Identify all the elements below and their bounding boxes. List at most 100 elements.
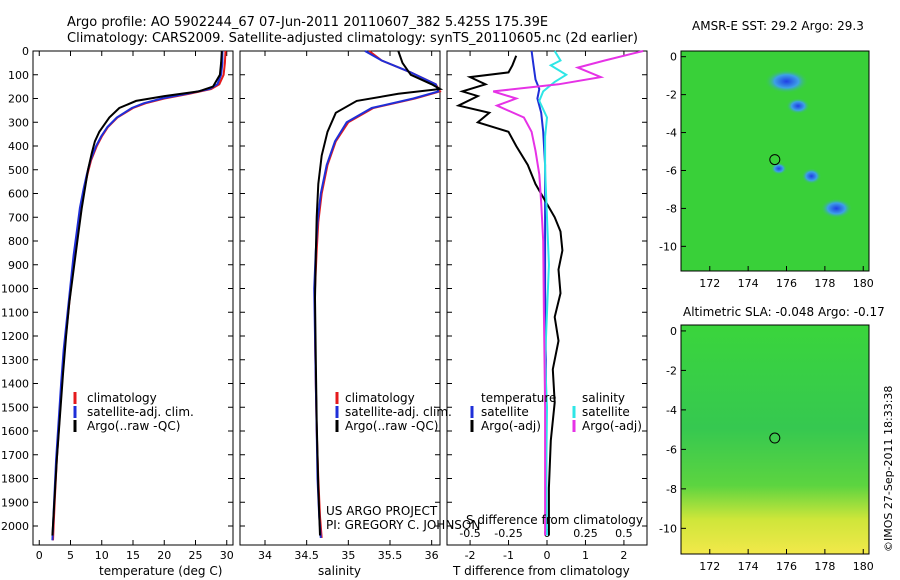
- y-tick-label: 1400: [1, 378, 29, 391]
- x-tick-label: 34: [258, 549, 272, 562]
- x-tick-label: 0: [36, 549, 43, 562]
- sla-field: [681, 325, 869, 554]
- s-tick-label: -0.5: [459, 527, 480, 540]
- map-y-tick-label: -4: [666, 127, 677, 140]
- legend-label-s-argo: Argo(-adj): [582, 419, 642, 433]
- map-x-tick-label: 174: [738, 560, 759, 573]
- map-y-tick-label: -2: [666, 89, 677, 102]
- legend-label-argo: Argo(..raw -QC): [87, 419, 180, 433]
- s-tick-label: 0.5: [615, 527, 633, 540]
- x-tick-label: 25: [189, 549, 203, 562]
- map-y-tick-label: -8: [666, 483, 677, 496]
- pi-credit: PI: GREGORY C. JOHNSON: [326, 518, 480, 532]
- y-tick-label: 500: [8, 164, 29, 177]
- temperature-panel: 0 5 10 15 20 25 300100200300400500600700800900…: [1, 45, 234, 562]
- title-line-2: Climatology: CARS2009. Satellite-adjuste…: [67, 31, 638, 46]
- x-tick-label: 2: [620, 549, 627, 562]
- legend-header-temperature: temperature: [481, 391, 556, 405]
- map-x-tick-label: 178: [814, 560, 835, 573]
- x-tick-label: 10: [95, 549, 109, 562]
- legend-label-t-argo: Argo(-adj): [481, 419, 541, 433]
- y-tick-label: 300: [8, 116, 29, 129]
- y-tick-label: 900: [8, 259, 29, 272]
- x-tick-label: -2: [465, 549, 476, 562]
- project-credit: US ARGO PROJECT: [326, 504, 438, 518]
- y-tick-label: 0: [22, 45, 29, 58]
- sla-map-title: Altimetric SLA: -0.048 Argo: -0.17: [683, 305, 885, 319]
- s-tick-label: -0.25: [494, 527, 522, 540]
- y-tick-label: 700: [8, 211, 29, 224]
- y-tick-label: 400: [8, 140, 29, 153]
- difference-panel: -2 -1 0 1 2-0.5 -0.25 0 0.25 0.5: [446, 50, 648, 562]
- map-x-tick-label: 174: [738, 277, 759, 290]
- y-tick-label: 200: [8, 93, 29, 106]
- salinity-xlabel: salinity: [318, 564, 361, 578]
- sst-map: 172 174 176 178 180 0 -2 -4 -6 -8 -10: [659, 50, 874, 290]
- x-tick-label: 34.5: [294, 549, 319, 562]
- salinity-panel: 34 34.5 35 35.5 36: [239, 50, 444, 562]
- x-tick-label: 15: [126, 549, 140, 562]
- legend-label-satellite: satellite-adj. clim.: [345, 405, 452, 419]
- sst-cold-patch: [764, 69, 809, 94]
- salinity-axes: [239, 50, 441, 546]
- salinity-legend: climatology satellite-adj. clim. Argo(..…: [335, 391, 452, 433]
- series-line-2: [538, 50, 569, 536]
- argo-location-marker: [769, 154, 781, 166]
- map-y-tick-label: -6: [666, 164, 677, 177]
- map-y-tick-label: -2: [666, 364, 677, 377]
- y-tick-label: 1200: [1, 330, 29, 343]
- map-y-tick-label: -10: [659, 240, 677, 253]
- legend-label-climatology: climatology: [87, 391, 157, 405]
- legend-label-climatology: climatology: [345, 391, 415, 405]
- x-tick-label: 35: [341, 549, 355, 562]
- map-y-tick-label: -4: [666, 404, 677, 417]
- legend-label-satellite: satellite-adj. clim.: [87, 405, 194, 419]
- legend-header-salinity: salinity: [582, 391, 625, 405]
- x-tick-label: 20: [157, 549, 171, 562]
- difference-legend: temperature salinity satellite Argo(-adj…: [470, 391, 642, 433]
- s-difference-xlabel: S difference from climatology: [466, 513, 643, 527]
- map-y-tick-label: -8: [666, 202, 677, 215]
- sst-cold-patch: [786, 98, 811, 114]
- y-tick-label: 100: [8, 69, 29, 82]
- sla-axes: [680, 324, 870, 555]
- legend-label-s-satellite: satellite: [582, 405, 630, 419]
- y-tick-label: 1900: [1, 496, 29, 509]
- series-line-2: [51, 50, 223, 536]
- x-tick-label: 0: [544, 549, 551, 562]
- series-line-3: [492, 50, 644, 536]
- map-x-tick-label: 176: [776, 560, 797, 573]
- sst-cold-patch: [801, 168, 822, 185]
- title-line-1: Argo profile: AO 5902244_67 07-Jun-2011 …: [67, 15, 548, 30]
- y-tick-label: 1700: [1, 449, 29, 462]
- x-tick-label: 1: [582, 549, 589, 562]
- map-x-tick-label: 180: [853, 560, 874, 573]
- y-tick-label: 1300: [1, 354, 29, 367]
- temperature-legend: climatology satellite-adj. clim. Argo(..…: [73, 391, 194, 433]
- sla-map: 172 174 176 178 180 0 -2 -4 -6 -8 -10: [659, 324, 874, 573]
- map-x-tick-label: 176: [776, 277, 797, 290]
- map-y-tick-label: 0: [670, 51, 677, 64]
- legend-label-t-satellite: satellite: [481, 405, 529, 419]
- y-tick-label: 1000: [1, 283, 29, 296]
- map-x-tick-label: 180: [853, 277, 874, 290]
- map-y-tick-label: -10: [659, 522, 677, 535]
- x-tick-label: 30: [220, 549, 234, 562]
- x-tick-label: -1: [503, 549, 514, 562]
- map-x-tick-label: 172: [699, 560, 720, 573]
- y-tick-label: 1600: [1, 425, 29, 438]
- series-line-2: [313, 50, 444, 536]
- map-x-tick-label: 178: [814, 277, 835, 290]
- y-tick-label: 1500: [1, 401, 29, 414]
- imos-credit: ©IMOS 27-Sep-2011 18:33:38: [882, 386, 895, 552]
- y-tick-label: 1100: [1, 306, 29, 319]
- y-tick-label: 600: [8, 188, 29, 201]
- series-line-1: [455, 55, 564, 536]
- x-tick-label: 5: [67, 549, 74, 562]
- sst-axes: [680, 50, 870, 272]
- temperature-axes: [32, 50, 234, 546]
- sst-cold-patch: [770, 162, 787, 175]
- map-x-tick-label: 172: [699, 277, 720, 290]
- s-tick-label: 0.25: [573, 527, 598, 540]
